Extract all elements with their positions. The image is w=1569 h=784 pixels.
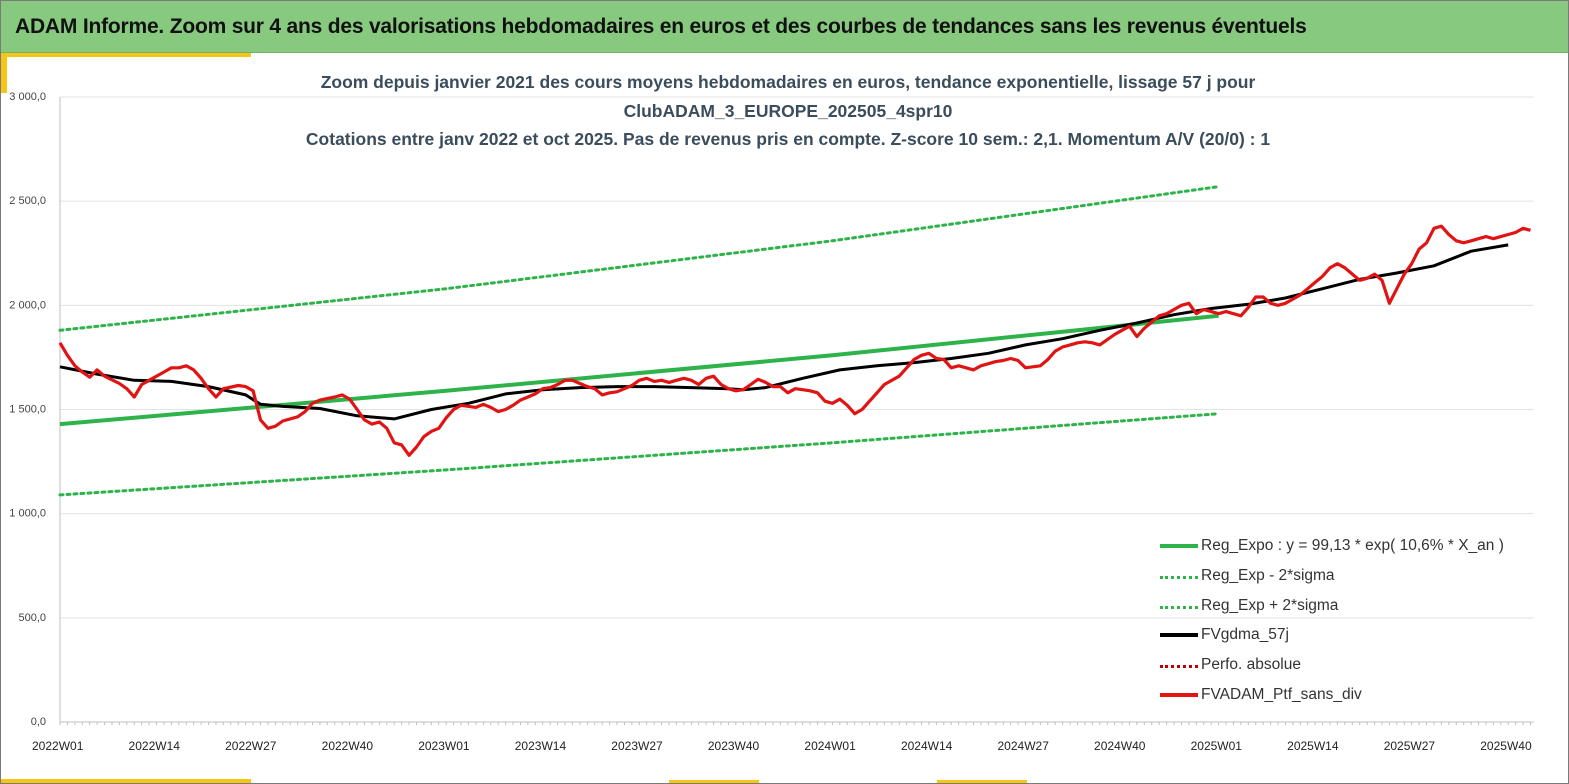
x-tick-label: 2022W01: [32, 739, 84, 753]
chart-title-line-3: Cotations entre janv 2022 et oct 2025. P…: [305, 129, 1271, 149]
legend-label-reg-exp-plus: Reg_Exp + 2*sigma: [1201, 596, 1339, 614]
accent-bar-top: [1, 53, 251, 57]
chart-title-line-2: ClubADAM_3_EUROPE_202505_4spr10: [623, 100, 953, 121]
series-line-3: [59, 243, 1509, 421]
legend-item-fvgdma: FVgdma_57j: [1158, 621, 1538, 651]
series-line-0: [59, 313, 1219, 427]
legend-swatch-reg-exp-plus: [1160, 605, 1198, 609]
accent-bar-bottom-mid: [669, 780, 759, 783]
x-tick-label: 2022W40: [322, 739, 374, 753]
x-axis: 2022W01 2022W14 2022W27 2022W40 2023W01 2023W…: [32, 722, 1532, 753]
y-tick-label: 0,0: [31, 716, 46, 728]
grid-lines: [59, 96, 1534, 723]
header-banner: ADAM Informe. Zoom sur 4 ans des valoris…: [1, 1, 1568, 53]
chart-title-line-1: Zoom depuis janvier 2021 des cours moyen…: [320, 72, 1256, 92]
header-title: ADAM Informe. Zoom sur 4 ans des valoris…: [15, 15, 1307, 38]
x-tick-label: 2022W27: [225, 739, 277, 753]
x-tick-label: 2023W40: [708, 739, 760, 753]
x-tick-label: 2025W40: [1480, 739, 1532, 753]
legend-label-perfo: Perfo. absolue: [1201, 656, 1301, 674]
legend-item-fvadam: FVADAM_Ptf_sans_div: [1158, 681, 1538, 711]
x-tick-label: 2023W14: [515, 739, 567, 753]
x-tick-label: 2025W27: [1384, 739, 1436, 753]
y-tick-label: 1 000,0: [9, 508, 46, 520]
accent-bar-bottom-right: [937, 780, 1027, 783]
x-tick-label: 2024W40: [1094, 739, 1146, 753]
y-axis: 0,0 500,0 1 000,0 1 500,0 2 000,0 2 500,0 3 00…: [9, 91, 46, 728]
legend-swatch-fvgdma: [1160, 633, 1198, 638]
legend-item-reg-exp-minus: Reg_Exp - 2*sigma: [1158, 562, 1538, 592]
y-tick-label: 3 000,0: [9, 91, 46, 103]
x-tick-label: 2024W01: [804, 739, 856, 753]
x-tick-label: 2023W01: [418, 739, 470, 753]
legend-item-reg-expo: Reg_Expo : y = 99,13 * exp( 10,6% * X_an…: [1158, 532, 1538, 562]
series-group: [58, 185, 1531, 497]
legend: Reg_Expo : y = 99,13 * exp( 10,6% * X_an…: [1158, 532, 1538, 711]
x-tick-label: 2024W14: [901, 739, 953, 753]
legend-swatch-reg-exp-minus: [1160, 575, 1198, 579]
legend-label-reg-expo: Reg_Expo : y = 99,13 * exp( 10,6% * X_an…: [1201, 537, 1504, 554]
x-tick-label: 2025W14: [1287, 739, 1339, 753]
series-line-1: [58, 412, 1221, 497]
series-line-5: [58, 224, 1531, 457]
legend-item-reg-exp-plus: Reg_Exp + 2*sigma: [1158, 592, 1538, 622]
y-tick-label: 2 000,0: [9, 299, 46, 311]
x-tick-label: 2023W27: [611, 739, 663, 753]
legend-item-perfo: Perfo. absolue: [1158, 651, 1538, 681]
chart-title: Zoom depuis janvier 2021 des cours moyen…: [60, 68, 1516, 154]
y-tick-label: 500,0: [18, 612, 46, 624]
x-tick-label: 2022W14: [129, 739, 181, 753]
legend-swatch-reg-expo: [1160, 544, 1198, 548]
y-tick-label: 1 500,0: [9, 404, 46, 416]
legend-label-fvadam: FVADAM_Ptf_sans_div: [1201, 685, 1362, 703]
series-line-2: [58, 185, 1221, 332]
x-tick-label: 2025W01: [1191, 739, 1243, 753]
legend-swatch-perfo: [1160, 665, 1198, 669]
y-tick-label: 2 500,0: [9, 195, 46, 207]
legend-label-reg-exp-minus: Reg_Exp - 2*sigma: [1201, 566, 1335, 584]
legend-label-fvgdma: FVgdma_57j: [1201, 626, 1289, 644]
legend-swatch-fvadam: [1160, 692, 1198, 697]
accent-bar-bottom-left: [1, 779, 251, 783]
accent-bar-left: [1, 53, 7, 93]
x-tick-label: 2024W27: [998, 739, 1050, 753]
